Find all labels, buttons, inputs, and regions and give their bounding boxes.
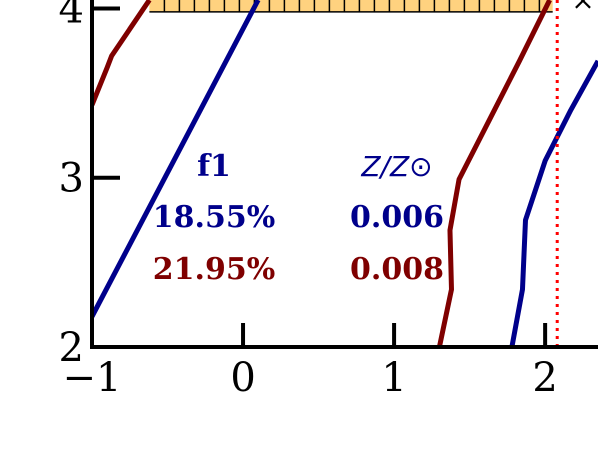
table-cell: 0.008 [350,252,444,287]
cross-marker: × [571,0,594,17]
x-tick-label: 1 [381,355,406,401]
table-cell: 21.95% [153,252,275,287]
series-line [436,0,552,347]
series-line [92,0,152,106]
x-tick-label: 0 [230,355,255,401]
table-header: Z/Z⊙ [360,150,432,183]
series-line [509,59,598,347]
y-tick-label: 3 [59,156,84,202]
x-tick-label: 2 [532,355,557,401]
table-cell: 0.006 [350,200,444,235]
y-tick-label: 2 [59,325,84,371]
table-cell: 18.55% [153,200,275,235]
plot-area [92,0,598,347]
shaded-band [149,0,553,12]
x-tick-label: −1 [63,355,122,401]
table-header: f1 [197,149,231,184]
series-line [92,0,261,318]
y-tick-label: 4 [59,0,84,32]
